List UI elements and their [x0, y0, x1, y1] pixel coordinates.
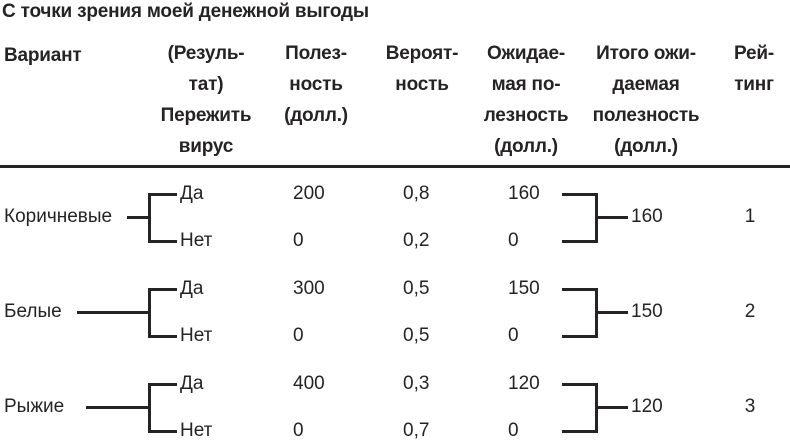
branch-bracket-line — [148, 383, 151, 433]
probability-no-value: 0,2 — [403, 230, 430, 251]
total-expected-value: 120 — [631, 396, 663, 417]
branch-bottom-line — [148, 430, 177, 433]
merge-bracket-line — [595, 193, 598, 243]
branch-bracket-line — [148, 288, 151, 338]
outcome-yes-label: Да — [180, 183, 204, 204]
outcome-yes-label: Да — [180, 373, 204, 394]
variant-connector-line — [127, 216, 151, 219]
utility-yes-value: 200 — [293, 183, 325, 204]
column-header-utility: Полез- ность (долл.) — [284, 43, 348, 126]
page-title: С точки зрения моей денежной выгоды — [2, 1, 369, 22]
column-header-total-expected: Итого ожи- даемая полезность (долл.) — [592, 43, 700, 157]
header-rule-line — [0, 165, 790, 168]
expected-yes-value: 150 — [508, 278, 540, 299]
probability-no-value: 0,5 — [403, 325, 430, 346]
merge-bracket-line — [595, 288, 598, 338]
column-header-probability: Вероят- ность — [385, 43, 459, 95]
variant-connector-line — [86, 406, 151, 409]
total-expected-value: 160 — [631, 206, 663, 227]
branch-top-line — [148, 383, 177, 386]
outcome-no-label: Нет — [180, 325, 213, 346]
utility-no-value: 0 — [293, 230, 304, 251]
probability-yes-value: 0,5 — [403, 278, 430, 299]
expected-no-value: 0 — [508, 230, 519, 251]
rating-value: 2 — [744, 301, 756, 322]
total-expected-value: 150 — [631, 301, 663, 322]
rating-value: 1 — [744, 206, 756, 227]
merge-top-line — [562, 383, 598, 386]
expected-yes-value: 120 — [508, 373, 540, 394]
merge-bottom-line — [562, 335, 598, 338]
merge-bottom-line — [562, 240, 598, 243]
rating-value: 3 — [744, 396, 756, 417]
utility-no-value: 0 — [293, 325, 304, 346]
outcome-no-label: Нет — [180, 230, 213, 251]
branch-bottom-line — [148, 240, 177, 243]
utility-yes-value: 300 — [293, 278, 325, 299]
merge-middle-line — [597, 311, 628, 314]
branch-top-line — [148, 288, 177, 291]
expected-yes-value: 160 — [508, 183, 540, 204]
outcome-yes-label: Да — [180, 278, 204, 299]
probability-no-value: 0,7 — [403, 420, 430, 441]
branch-top-line — [148, 193, 177, 196]
probability-yes-value: 0,8 — [403, 183, 430, 204]
column-header-expected-utility: Ожидае- мая по- лезность (долл.) — [483, 43, 569, 157]
probability-yes-value: 0,3 — [403, 373, 430, 394]
variant-connector-line — [77, 311, 151, 314]
outcome-no-label: Нет — [180, 420, 213, 441]
column-header-rating: Рей- тинг — [734, 43, 774, 95]
utility-no-value: 0 — [293, 420, 304, 441]
merge-middle-line — [597, 406, 628, 409]
variant-label: Рыжие — [4, 396, 65, 417]
expected-no-value: 0 — [508, 420, 519, 441]
column-header-variant: Вариант — [4, 45, 82, 66]
utility-yes-value: 400 — [293, 373, 325, 394]
column-header-outcome: (Резуль- тат) Пережить вирус — [160, 43, 252, 157]
variant-label: Коричневые — [4, 206, 113, 227]
merge-middle-line — [597, 216, 628, 219]
branch-bracket-line — [148, 193, 151, 243]
merge-top-line — [562, 193, 598, 196]
variant-label: Белые — [4, 301, 62, 322]
merge-bracket-line — [595, 383, 598, 433]
merge-bottom-line — [562, 430, 598, 433]
branch-bottom-line — [148, 335, 177, 338]
merge-top-line — [562, 288, 598, 291]
expected-no-value: 0 — [508, 325, 519, 346]
